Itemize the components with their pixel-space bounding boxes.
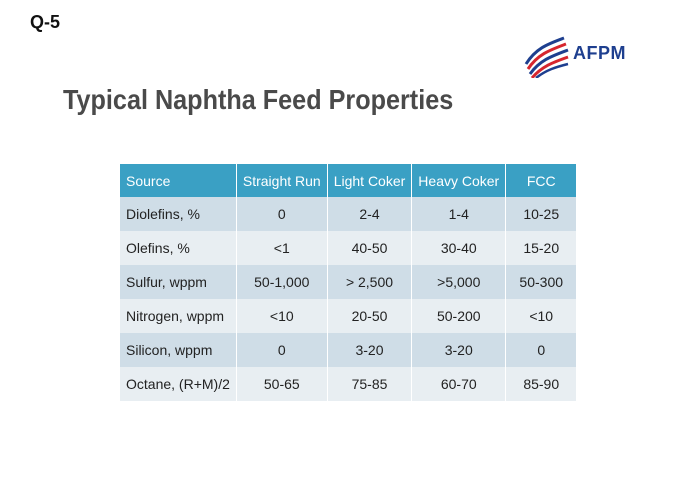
logo-text: AFPM [573, 43, 626, 63]
table-cell: > 2,500 [327, 265, 413, 299]
row-label: Diolefins, % [120, 197, 237, 231]
row-label: Silicon, wppm [120, 333, 237, 367]
table-row: Octane, (R+M)/2 50-65 75-85 60-70 85-90 [120, 367, 577, 401]
feed-properties-table: Source Straight Run Light Coker Heavy Co… [120, 164, 577, 401]
table-cell: 0 [505, 333, 577, 367]
table-header-row: Source Straight Run Light Coker Heavy Co… [120, 164, 577, 197]
header-light-coker: Light Coker [327, 164, 413, 197]
header-fcc: FCC [505, 164, 577, 197]
table-cell: 60-70 [411, 367, 507, 401]
table-cell: 3-20 [411, 333, 507, 367]
table-cell: 2-4 [327, 197, 413, 231]
table-cell: 40-50 [327, 231, 413, 265]
table-cell: 20-50 [327, 299, 413, 333]
row-label: Olefins, % [120, 231, 237, 265]
table-cell: 30-40 [411, 231, 507, 265]
table-cell: 50-1,000 [236, 265, 328, 299]
table-cell: 0 [236, 197, 328, 231]
row-label: Sulfur, wppm [120, 265, 237, 299]
table-cell: 75-85 [327, 367, 413, 401]
table-row: Olefins, % <1 40-50 30-40 15-20 [120, 231, 577, 265]
header-heavy-coker: Heavy Coker [411, 164, 507, 197]
table-cell: 0 [236, 333, 328, 367]
row-label: Octane, (R+M)/2 [120, 367, 237, 401]
table-cell: 1-4 [411, 197, 507, 231]
table-cell: 15-20 [505, 231, 577, 265]
table-cell: 3-20 [327, 333, 413, 367]
table-row: Nitrogen, wppm <10 20-50 50-200 <10 [120, 299, 577, 333]
table-row: Sulfur, wppm 50-1,000 > 2,500 >5,000 50-… [120, 265, 577, 299]
row-label: Nitrogen, wppm [120, 299, 237, 333]
table-cell: 50-65 [236, 367, 328, 401]
header-straight-run: Straight Run [236, 164, 328, 197]
table-cell: 50-200 [411, 299, 507, 333]
table-row: Silicon, wppm 0 3-20 3-20 0 [120, 333, 577, 367]
afpm-flag-stripes-icon [524, 36, 569, 78]
table-cell: <10 [505, 299, 577, 333]
header-source: Source [120, 164, 237, 197]
table-cell: 10-25 [505, 197, 577, 231]
page-title: Typical Naphtha Feed Properties [63, 84, 454, 115]
table-cell: 85-90 [505, 367, 577, 401]
table-cell: 50-300 [505, 265, 577, 299]
table-cell: <10 [236, 299, 328, 333]
afpm-logo: AFPM [522, 34, 632, 82]
table-cell: >5,000 [411, 265, 507, 299]
table-cell: <1 [236, 231, 328, 265]
table-row: Diolefins, % 0 2-4 1-4 10-25 [120, 197, 577, 231]
slide-label: Q-5 [30, 12, 61, 32]
